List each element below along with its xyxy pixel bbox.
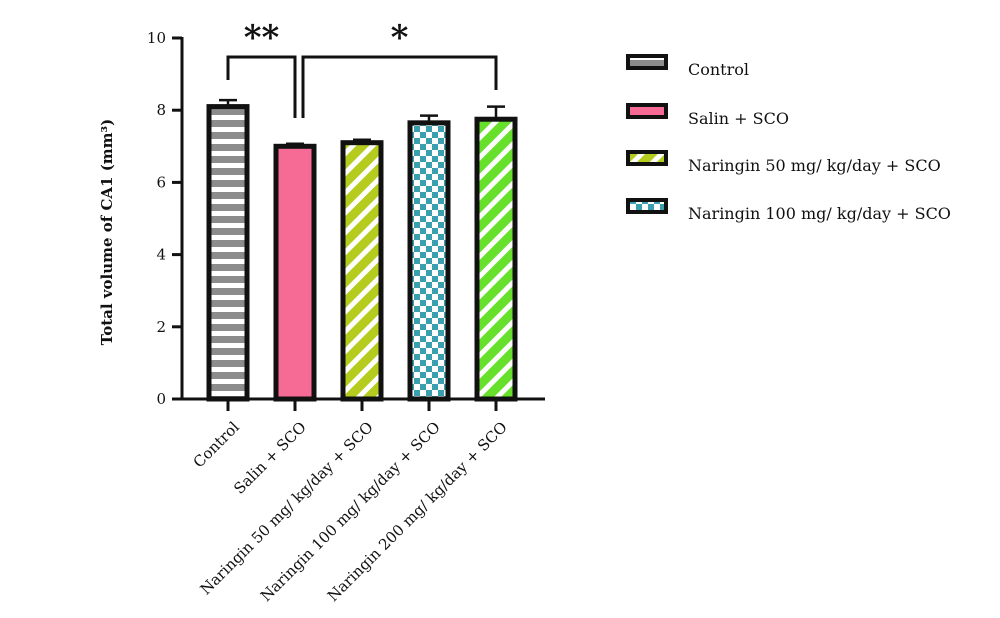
y-tick-label: 8 xyxy=(156,101,166,119)
legend-label: Naringin 50 mg/ kg/day + SCO xyxy=(688,156,941,175)
significance-brackets: ** * xyxy=(226,18,498,118)
bar xyxy=(340,140,384,402)
significance-bracket: ** xyxy=(226,18,297,118)
bar xyxy=(273,143,317,402)
legend-label: Control xyxy=(688,60,749,79)
legend-item: Control xyxy=(626,54,749,79)
bar xyxy=(474,116,518,402)
legend-label: Naringin 100 mg/ kg/day + SCO xyxy=(688,204,951,223)
legend-swatch xyxy=(626,150,668,166)
bars xyxy=(206,104,518,402)
significance-label: ** xyxy=(244,18,280,58)
y-axis-label: Total volume of CA1 (mm³) xyxy=(98,119,116,345)
y-tick-label: 0 xyxy=(156,390,166,408)
legend-label: Salin + SCO xyxy=(688,109,789,128)
legend-item: Salin + SCO xyxy=(626,103,789,128)
legend-item: Naringin 50 mg/ kg/day + SCO xyxy=(626,150,941,175)
y-tick-label: 10 xyxy=(147,29,166,47)
x-tick-label: Control xyxy=(190,418,243,471)
legend: Control Salin + SCO Naringin 50 mg/ kg/day… xyxy=(626,54,951,223)
error-bar xyxy=(353,138,371,143)
y-tick-label: 4 xyxy=(156,246,166,264)
error-bar xyxy=(487,105,505,120)
error-bar xyxy=(286,142,304,147)
legend-swatch xyxy=(626,54,668,70)
legend-swatch xyxy=(626,198,668,214)
bar xyxy=(206,104,250,402)
y-tick-label: 2 xyxy=(156,318,166,336)
bar xyxy=(407,120,451,402)
legend-swatch xyxy=(626,103,668,119)
significance-bracket: * xyxy=(301,18,498,118)
legend-item: Naringin 100 mg/ kg/day + SCO xyxy=(626,198,951,223)
significance-label: * xyxy=(391,18,409,58)
error-bar xyxy=(420,114,438,123)
error-bar xyxy=(219,98,237,107)
y-tick-label: 6 xyxy=(156,173,166,191)
error-bars xyxy=(219,98,505,147)
